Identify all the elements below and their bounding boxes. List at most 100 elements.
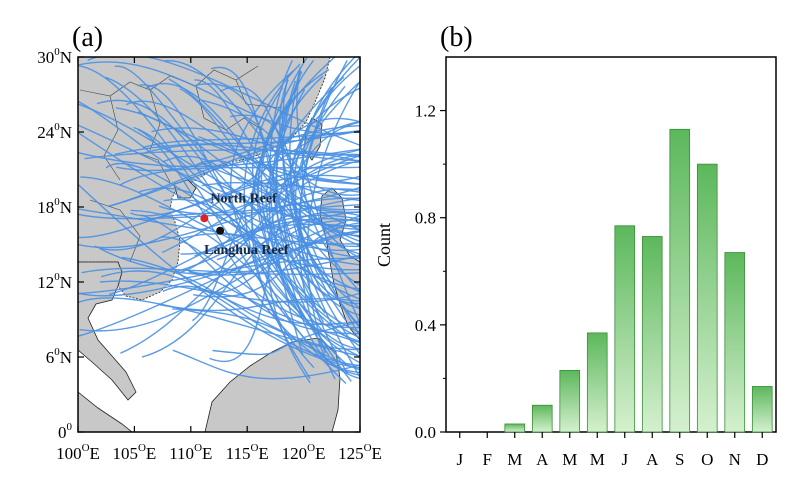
- lat-tick-label: 120N: [37, 271, 72, 292]
- panel-a-map: (a) 00 60N: [37, 22, 382, 463]
- typhoon-track: [100, 270, 360, 367]
- typhoon-track: [78, 65, 360, 380]
- typhoon-track: [212, 321, 360, 356]
- typhoon-track: [141, 211, 360, 358]
- lat-tick-label: 240N: [37, 121, 72, 142]
- map-sites: North Reef Langhua Reef: [200, 191, 289, 258]
- typhoon-track: [279, 79, 360, 338]
- typhoon-track: [94, 120, 360, 251]
- typhoon-track: [256, 88, 360, 348]
- bar: [586, 332, 608, 433]
- land-sumatra: [78, 391, 133, 432]
- x-tick-label: D: [756, 450, 768, 469]
- x-tick-label: F: [483, 450, 492, 469]
- panel-a-label: (a): [72, 22, 103, 53]
- lon-tick-label: 110OE: [169, 442, 212, 463]
- typhoon-track: [161, 236, 360, 329]
- typhoon-track: [268, 89, 349, 366]
- typhoon-track: [301, 57, 360, 293]
- typhoon-track: [158, 298, 360, 312]
- bars: [504, 128, 773, 433]
- typhoon-track: [202, 229, 360, 294]
- typhoon-track: [275, 80, 311, 302]
- bar: [641, 236, 663, 433]
- bar: [559, 369, 581, 433]
- x-tick-label: J: [621, 450, 628, 469]
- typhoon-track: [147, 186, 360, 221]
- typhoon-track: [164, 60, 360, 196]
- bar: [669, 128, 691, 433]
- typhoon-track: [188, 271, 360, 344]
- panel-b-label: (b): [440, 22, 473, 53]
- typhoon-track: [105, 76, 360, 364]
- typhoon-track: [137, 84, 360, 343]
- y-tick-label: 0.0: [415, 423, 436, 442]
- typhoon-track: [137, 111, 360, 185]
- y-axis-ticks: 0.0 0.4 0.8 1.2: [415, 102, 446, 442]
- bar: [724, 252, 746, 433]
- site-marker: [200, 214, 209, 223]
- site-marker: [216, 226, 225, 235]
- typhoon-track: [306, 80, 360, 354]
- typhoon-track: [146, 83, 360, 286]
- typhoon-track: [84, 149, 360, 160]
- x-tick-label: S: [675, 450, 684, 469]
- typhoon-track: [80, 176, 360, 271]
- site-label: North Reef: [210, 191, 277, 206]
- typhoon-track: [250, 57, 347, 385]
- x-tick-label: A: [536, 450, 549, 469]
- bar: [696, 163, 718, 433]
- typhoon-track: [296, 70, 360, 326]
- bar: [614, 225, 636, 433]
- typhoon-track: [121, 256, 360, 351]
- typhoon-track: [144, 143, 360, 162]
- typhoon-track: [78, 208, 360, 245]
- y-tick-label: 0.4: [415, 316, 437, 335]
- x-tick-label: M: [562, 450, 577, 469]
- lat-tick-label: 180N: [37, 196, 72, 217]
- site-label: Langhua Reef: [204, 243, 289, 258]
- typhoon-track: [130, 174, 360, 217]
- typhoon-track: [78, 230, 360, 297]
- map-axes: 00 60N 120N 180N 240N 300N 100OE 105OE 110OE 115O…: [37, 46, 382, 463]
- x-tick-label: M: [590, 450, 605, 469]
- typhoon-track: [78, 161, 360, 239]
- lon-tick-label: 115OE: [226, 442, 269, 463]
- chart-frame: [445, 56, 777, 433]
- land-mainland: [78, 57, 331, 301]
- y-tick-label: 0.8: [415, 209, 436, 228]
- typhoon-track: [142, 129, 360, 149]
- typhoon-track: [298, 60, 348, 380]
- x-tick-label: J: [456, 450, 463, 469]
- x-tick-label: M: [507, 450, 522, 469]
- typhoon-track: [78, 124, 360, 231]
- typhoon-track: [162, 285, 360, 326]
- x-tick-label: N: [729, 450, 741, 469]
- typhoon-track: [267, 82, 359, 384]
- typhoon-track: [96, 100, 360, 339]
- typhoon-tracks: [78, 57, 360, 385]
- lat-tick-label: 300N: [37, 46, 72, 67]
- y-axis-label: Count: [374, 223, 394, 267]
- typhoon-track: [78, 257, 360, 295]
- typhoon-track: [107, 152, 360, 208]
- typhoon-track: [230, 69, 308, 321]
- typhoon-track: [179, 87, 360, 255]
- map-frame: [77, 56, 361, 433]
- typhoon-track: [161, 154, 360, 254]
- y-tick-label: 1.2: [415, 102, 436, 121]
- bar: [531, 404, 553, 433]
- lon-tick-label: 120OE: [282, 442, 326, 463]
- x-tick-label: O: [701, 450, 713, 469]
- lon-tick-label: 100OE: [56, 442, 100, 463]
- bar: [504, 423, 526, 433]
- land-malay-peninsula: [78, 261, 137, 401]
- typhoon-track: [119, 166, 360, 186]
- x-tick-label: A: [646, 450, 659, 469]
- lat-tick-label: 00: [58, 421, 73, 442]
- lon-tick-label: 105OE: [112, 442, 156, 463]
- typhoon-track: [78, 100, 360, 248]
- typhoon-track: [78, 103, 360, 227]
- typhoon-track: [78, 61, 360, 135]
